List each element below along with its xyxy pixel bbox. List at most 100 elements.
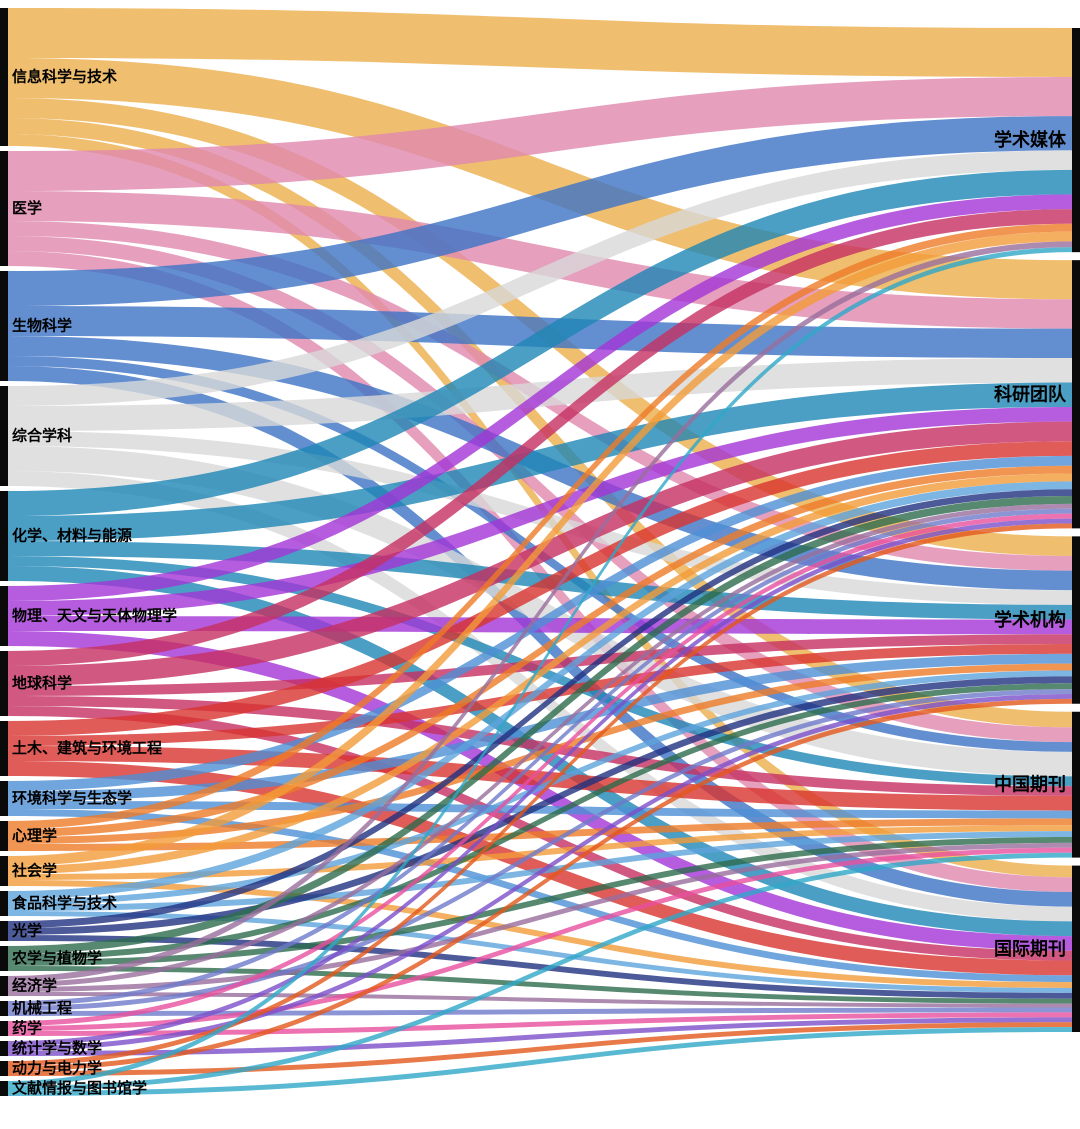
node-label-社会学: 社会学 [11,862,57,880]
sankey-link-食品科学与技术-科研团队[interactable] [8,481,1072,899]
sankey-link-药学-中国期刊[interactable] [8,847,1072,1031]
sankey-node-社会学[interactable] [0,856,8,886]
sankey-node-综合学科[interactable] [0,386,8,486]
node-label-光学: 光学 [11,922,42,940]
sankey-link-经济学-科研团队[interactable] [8,503,1072,987]
sankey-link-动力与电力学-科研团队[interactable] [8,523,1072,1066]
sankey-link-物理、天文与天体物理学-科研团队[interactable] [8,406,1072,616]
sankey-link-文献情报与图书馆学-学术媒体[interactable] [8,247,1072,1087]
sankey-link-统计学与数学-国际期刊[interactable] [8,1017,1072,1056]
sankey-node-经济学[interactable] [0,976,8,996]
sankey-node-国际期刊[interactable] [1072,865,1080,1032]
sankey-link-光学-学术机构[interactable] [8,676,1072,935]
sankey-node-文献情报与图书馆学[interactable] [0,1081,8,1096]
sankey-link-农学与植物学-学术机构[interactable] [8,683,1072,960]
sankey-link-化学、材料与能源-学术机构[interactable] [8,541,1072,620]
sankey-link-医学-学术媒体[interactable] [8,76,1072,191]
node-label-学术媒体: 学术媒体 [994,129,1067,150]
sankey-link-心理学-中国期刊[interactable] [8,818,1072,851]
sankey-link-经济学-学术媒体[interactable] [8,241,1072,983]
sankey-link-药学-科研团队[interactable] [8,513,1072,1026]
sankey-node-物理、天文与天体物理学[interactable] [0,586,8,646]
node-label-农学与植物学: 农学与植物学 [11,949,102,967]
node-label-生物科学: 生物科学 [12,317,72,335]
sankey-link-化学、材料与能源-学术媒体[interactable] [8,169,1072,516]
sankey-link-农学与植物学-中国期刊[interactable] [8,837,1072,966]
sankey-link-机械工程-学术机构[interactable] [8,689,1072,1011]
node-label-医学: 医学 [12,199,42,217]
sankey-link-动力与电力学-国际期刊[interactable] [8,1022,1072,1076]
sankey-link-光学-国际期刊[interactable] [8,935,1072,999]
sankey-node-学术媒体[interactable] [1072,28,1080,253]
sankey-node-动力与电力学[interactable] [0,1061,8,1076]
sankey-node-环境科学与生态学[interactable] [0,781,8,816]
sankey-node-食品科学与技术[interactable] [0,891,8,916]
sankey-link-社会学-中国期刊[interactable] [8,825,1072,880]
sankey-link-地球科学-科研团队[interactable] [8,421,1072,686]
sankey-link-心理学-学术媒体[interactable] [8,223,1072,829]
sankey-link-环境科学与生态学-国际期刊[interactable] [8,809,1072,983]
sankey-link-生物科学-国际期刊[interactable] [8,366,1072,907]
node-label-文献情报与图书馆学: 文献情报与图书馆学 [12,1079,147,1097]
sankey-node-光学[interactable] [0,921,8,941]
sankey-link-文献情报与图书馆学-中国期刊[interactable] [8,852,1072,1091]
sankey-link-统计学与数学-科研团队[interactable] [8,518,1072,1046]
sankey-link-心理学-科研团队[interactable] [8,465,1072,837]
sankey-link-物理、天文与天体物理学-国际期刊[interactable] [8,631,1072,951]
sankey-link-医学-中国期刊[interactable] [8,236,1072,743]
sankey-link-社会学-学术媒体[interactable] [8,231,1072,867]
sankey-link-综合学科-学术媒体[interactable] [8,150,1072,406]
sankey-link-机械工程-科研团队[interactable] [8,508,1072,1006]
sankey-link-食品科学与技术-国际期刊[interactable] [8,911,1072,993]
sankey-node-学术机构[interactable] [1072,536,1080,704]
sankey-node-信息科学与技术[interactable] [0,8,8,146]
node-label-环境科学与生态学: 环境科学与生态学 [12,789,132,807]
sankey-link-土木、建筑与环境工程-学术机构[interactable] [8,644,1072,746]
sankey-node-统计学与数学[interactable] [0,1041,8,1056]
sankey-node-农学与植物学[interactable] [0,946,8,971]
sankey-link-机械工程-国际期刊[interactable] [8,1007,1072,1016]
sankey-link-光学-科研团队[interactable] [8,489,1072,928]
sankey-link-文献情报与图书馆学-国际期刊[interactable] [8,1027,1072,1096]
sankey-link-环境科学与生态学-科研团队[interactable] [8,455,1072,791]
sankey-node-机械工程[interactable] [0,1001,8,1016]
sankey-link-动力与电力学-学术机构[interactable] [8,698,1072,1071]
sankey-node-中国期刊[interactable] [1072,711,1080,858]
sankey-link-生物科学-学术媒体[interactable] [8,116,1072,306]
sankey-link-环境科学与生态学-中国期刊[interactable] [8,801,1072,819]
sankey-link-农学与植物学-国际期刊[interactable] [8,966,1072,1004]
node-label-土木、建筑与环境工程: 土木、建筑与环境工程 [12,739,162,757]
sankey-link-物理、天文与天体物理学-学术媒体[interactable] [8,194,1072,601]
sankey-link-食品科学与技术-学术机构[interactable] [8,670,1072,905]
node-label-经济学: 经济学 [12,977,57,995]
sankey-labels: 信息科学与技术医学生物科学综合学科化学、材料与能源物理、天文与天体物理学地球科学… [11,68,1067,1098]
sankey-link-土木、建筑与环境工程-科研团队[interactable] [8,441,1072,736]
node-label-物理、天文与天体物理学: 物理、天文与天体物理学 [12,607,177,625]
sankey-link-社会学-科研团队[interactable] [8,473,1072,874]
sankey-node-科研团队[interactable] [1072,260,1080,529]
sankey-node-心理学[interactable] [0,821,8,851]
sankey-node-土木、建筑与环境工程[interactable] [0,721,8,776]
sankey-node-生物科学[interactable] [0,271,8,381]
sankey-link-经济学-中国期刊[interactable] [8,842,1072,992]
node-label-化学、材料与能源: 化学、材料与能源 [12,527,132,545]
sankey-link-农学与植物学-科研团队[interactable] [8,496,1072,954]
sankey-link-社会学-国际期刊[interactable] [8,880,1072,988]
node-label-国际期刊: 国际期刊 [994,939,1066,959]
sankey-link-化学、材料与能源-科研团队[interactable] [8,382,1072,541]
sankey-node-医学[interactable] [0,151,8,266]
sankey-node-化学、材料与能源[interactable] [0,491,8,581]
sankey-link-信息科学与技术-学术媒体[interactable] [8,8,1072,77]
sankey-link-地球科学-学术媒体[interactable] [8,209,1072,666]
sankey-link-心理学-学术机构[interactable] [8,663,1072,844]
sankey-link-信息科学与技术-中国期刊[interactable] [8,118,1072,728]
node-label-食品科学与技术: 食品科学与技术 [12,894,117,912]
sankey-node-药学[interactable] [0,1021,8,1036]
sankey-link-医学-国际期刊[interactable] [8,251,1072,893]
sankey-node-地球科学[interactable] [0,651,8,716]
sankey-links [8,8,1072,1096]
sankey-link-统计学与数学-学术机构[interactable] [8,693,1072,1051]
sankey-nodes [0,8,1080,1096]
